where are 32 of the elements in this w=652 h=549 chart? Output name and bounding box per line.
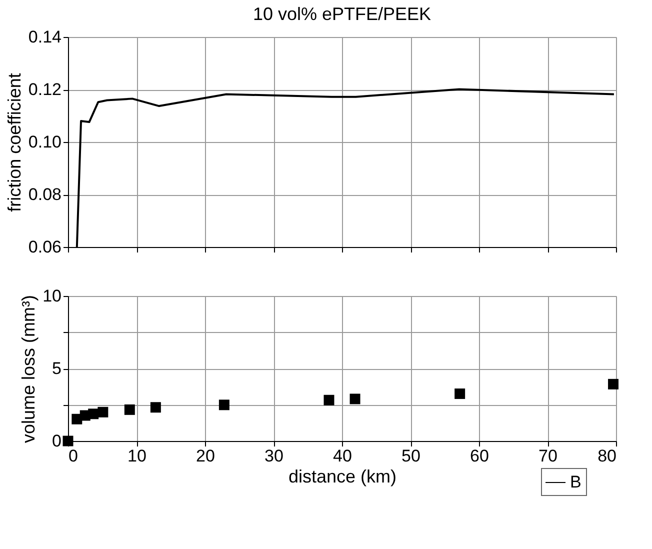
point [150, 402, 161, 413]
chart-title: 10 vol% ePTFE/PEEK [252, 4, 432, 24]
point [62, 436, 74, 446]
y-tick-label: 0.12 [28, 80, 62, 99]
y-tick-label: 5 [52, 359, 62, 378]
y-tick-label: 0 [52, 432, 62, 450]
point [350, 394, 360, 404]
y-tick-label: 0.08 [28, 185, 62, 204]
point [124, 404, 135, 415]
point [88, 408, 99, 420]
legend-label: B [570, 472, 582, 492]
y-tick-label: 0.06 [28, 238, 62, 256]
point [608, 378, 619, 390]
point [324, 394, 334, 406]
y-axis-title: volume loss (mm³) [18, 294, 39, 444]
y-axis-title: friction coefficient [4, 73, 24, 212]
point [454, 388, 466, 399]
y-tick-label: 0.10 [28, 132, 62, 152]
x-tick-label: 80 [598, 446, 616, 466]
x-axis-title: distance (km) [288, 466, 397, 486]
point [98, 406, 108, 418]
x-tick-label: 30 [264, 446, 284, 466]
x-tick-label: 20 [196, 446, 215, 466]
x-tick-label: 70 [538, 446, 558, 466]
y-tick-label: 10 [42, 286, 62, 306]
x-tick-label: 40 [333, 446, 352, 466]
x-tick-label: 50 [402, 446, 420, 466]
x-tick-label: 0 [68, 446, 78, 466]
y-tick-label: 0.14 [28, 28, 62, 46]
x-tick-label: 10 [128, 446, 146, 466]
x-tick-label: 60 [470, 446, 489, 466]
point [218, 400, 230, 410]
